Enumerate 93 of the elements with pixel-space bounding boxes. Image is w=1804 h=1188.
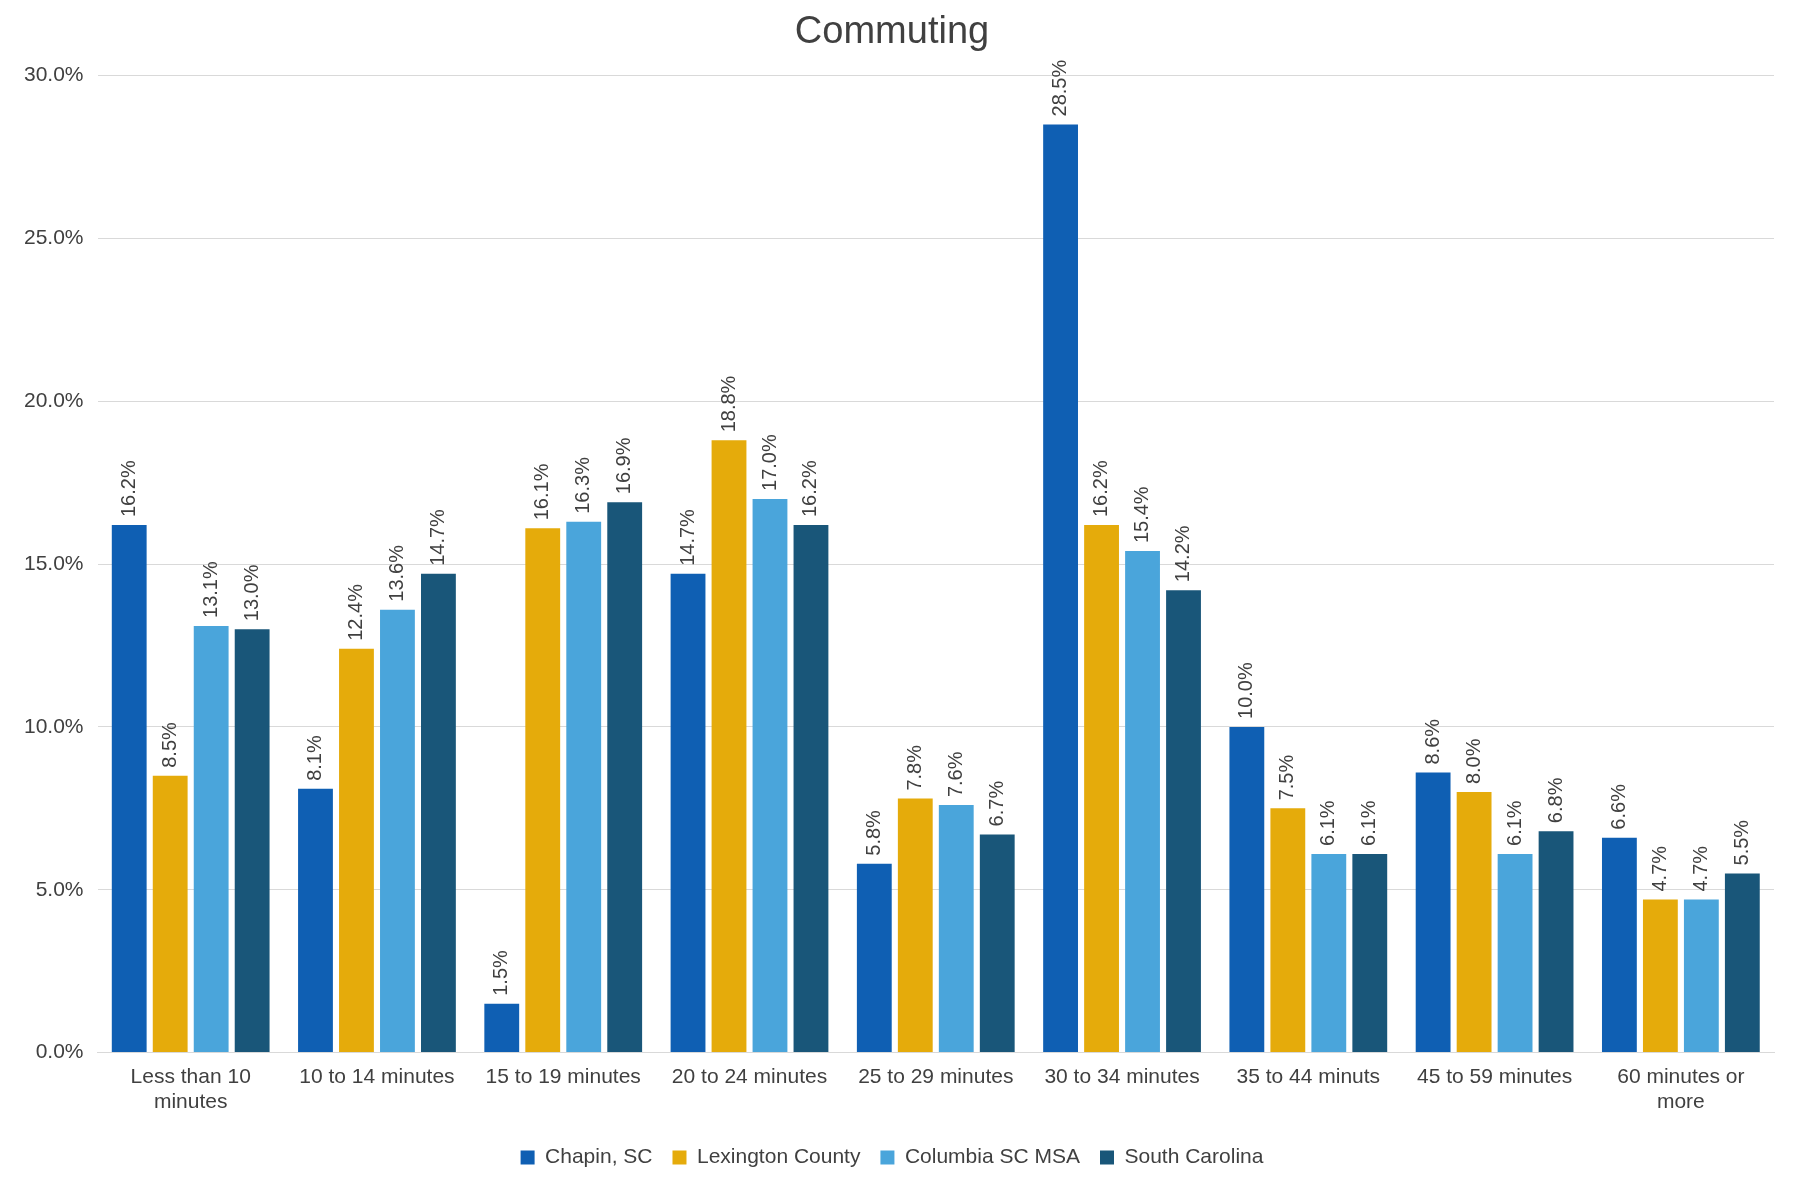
bar	[1456, 792, 1492, 1053]
data-label: 8.5%	[157, 721, 180, 768]
bar	[752, 498, 788, 1053]
data-label: 8.6%	[1420, 718, 1443, 765]
data-label: 12.4%	[343, 583, 366, 641]
data-label: 28.5%	[1048, 59, 1071, 117]
bar	[421, 573, 456, 1053]
legend-label: Lexington County	[696, 1144, 861, 1168]
data-label: 4.7%	[1647, 845, 1670, 892]
y-tick-label: 10.0%	[24, 713, 84, 737]
bar	[793, 525, 829, 1053]
data-label: 13.0%	[239, 564, 262, 622]
legend-label: South Carolina	[1124, 1144, 1264, 1168]
bar	[1497, 853, 1533, 1053]
data-label: 5.5%	[1729, 819, 1752, 866]
data-label: 6.7%	[984, 780, 1007, 827]
y-tick-label: 5.0%	[35, 876, 84, 900]
data-label: 14.7%	[675, 508, 698, 566]
bar	[484, 1003, 520, 1053]
data-label: 7.8%	[902, 744, 925, 791]
data-label: 13.1%	[198, 561, 221, 618]
data-label: 18.8%	[716, 375, 739, 433]
bar	[193, 625, 229, 1053]
data-label: 16.2%	[1089, 460, 1112, 518]
bar	[1043, 124, 1078, 1053]
bar	[234, 629, 270, 1053]
data-label: 16.9%	[612, 437, 635, 495]
chart-title: Commuting	[794, 9, 990, 52]
bar	[1642, 899, 1678, 1053]
x-tick-label: 10 to 14 minutes	[299, 1064, 455, 1087]
data-label: 14.2%	[1171, 525, 1194, 583]
legend-label: Columbia SC MSA	[904, 1144, 1080, 1168]
bar	[1125, 551, 1160, 1053]
bar	[938, 805, 974, 1053]
bar	[1084, 525, 1119, 1053]
data-label: 13.6%	[384, 544, 407, 602]
bar	[1415, 772, 1451, 1053]
y-tick-label: 15.0%	[24, 550, 84, 574]
data-label: 15.4%	[1130, 486, 1153, 544]
bar	[566, 521, 602, 1053]
bar	[1601, 837, 1637, 1053]
data-label: 16.3%	[571, 456, 594, 514]
y-tick-label: 30.0%	[24, 62, 84, 86]
bar	[711, 440, 747, 1053]
data-label: 6.1%	[1316, 800, 1339, 846]
x-tick-label: 15 to 19 minutes	[485, 1064, 641, 1087]
data-label: 6.1%	[1502, 800, 1525, 846]
x-tick-label: 35 to 44 minuts	[1236, 1064, 1381, 1087]
bar	[111, 525, 147, 1053]
data-label: 6.8%	[1543, 777, 1566, 824]
data-label: 6.1%	[1357, 800, 1380, 846]
y-tick-label: 25.0%	[24, 225, 84, 249]
bar	[339, 648, 374, 1053]
data-label: 10.0%	[1234, 662, 1257, 719]
bar	[298, 788, 333, 1053]
x-tick-label: 30 to 34 minutes	[1044, 1064, 1200, 1087]
bar	[1724, 873, 1760, 1053]
bar	[607, 502, 643, 1053]
bar	[897, 798, 933, 1053]
bar	[1352, 853, 1388, 1053]
bar	[152, 775, 188, 1053]
bar	[856, 863, 892, 1053]
bar	[1683, 899, 1719, 1053]
x-tick-label: Less than 10 minutes	[130, 1064, 251, 1113]
bar	[979, 834, 1015, 1053]
data-label: 16.2%	[116, 460, 139, 518]
x-tick-label: 20 to 24 minutes	[671, 1064, 828, 1087]
bar	[670, 573, 706, 1053]
data-label: 6.6%	[1606, 783, 1629, 830]
bar	[380, 609, 415, 1053]
data-label: 16.2%	[798, 460, 821, 518]
x-tick-label: 60 minutes or more	[1617, 1064, 1745, 1113]
bar	[1538, 831, 1574, 1053]
data-label: 4.7%	[1688, 845, 1711, 892]
data-label: 7.6%	[943, 751, 966, 798]
bar	[525, 528, 561, 1053]
data-label: 16.1%	[530, 463, 553, 521]
y-tick-label: 0.0%	[35, 1039, 84, 1063]
data-label: 5.8%	[861, 809, 884, 856]
bar	[1229, 726, 1265, 1053]
data-label: 1.5%	[489, 949, 512, 996]
bar	[1311, 853, 1347, 1053]
data-label: 8.1%	[303, 735, 325, 781]
data-label: 14.7%	[425, 508, 448, 566]
data-label: 8.0%	[1461, 738, 1484, 785]
bar	[1270, 808, 1306, 1053]
x-tick-label: 25 to 29 minutes	[858, 1064, 1014, 1087]
data-label: 17.0%	[757, 434, 780, 491]
y-tick-label: 20.0%	[24, 388, 84, 412]
data-label: 7.5%	[1275, 754, 1298, 801]
legend-label: Chapin, SC	[545, 1144, 653, 1168]
x-tick-label: 45 to 59 minutes	[1416, 1064, 1573, 1087]
bar	[1166, 590, 1201, 1053]
